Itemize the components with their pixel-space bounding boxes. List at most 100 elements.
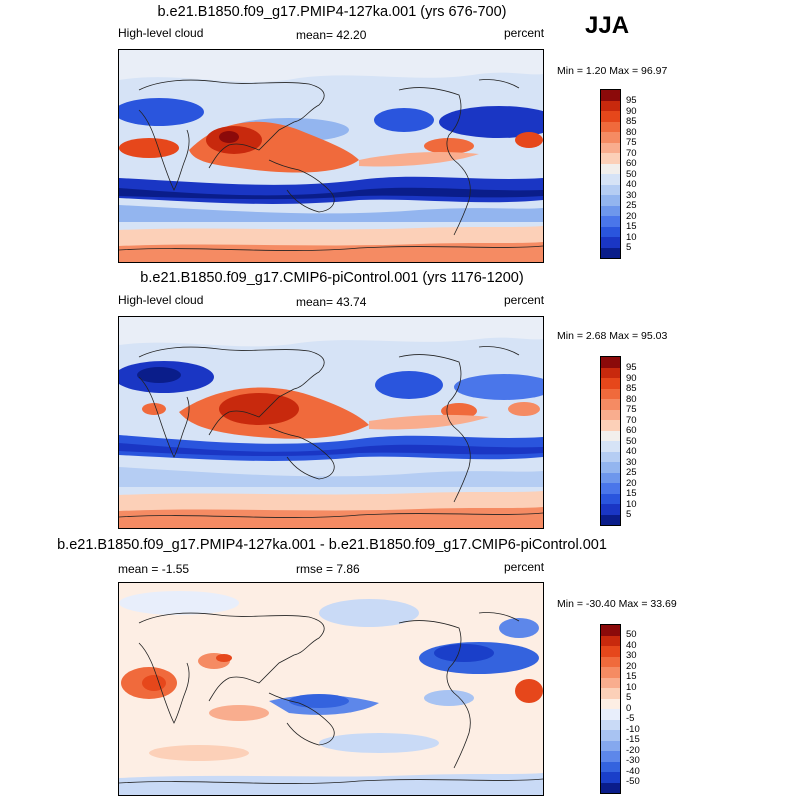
panel-2-colorbar-box bbox=[601, 357, 620, 368]
panel-1-colorbar-tick: 75 bbox=[626, 137, 637, 148]
panel-1-coastlines bbox=[119, 79, 543, 251]
panel-3-colorbar-tick: -20 bbox=[626, 744, 640, 756]
panel-2-field-africa-red bbox=[142, 403, 166, 415]
panel-2-coastlines bbox=[119, 346, 543, 518]
panel-1-field-lightblue-south bbox=[119, 205, 543, 222]
panel-1-colorbar-tick: 85 bbox=[626, 116, 637, 127]
panel-3-field-south-blue bbox=[319, 733, 439, 753]
panel-2-colorbar-box bbox=[601, 514, 620, 525]
panel-1-colorbar-tick: 80 bbox=[626, 126, 637, 138]
panel-1-colorbar-box bbox=[601, 132, 620, 143]
panel-1-colorbar-box bbox=[601, 111, 620, 122]
panel-1-colorbar-box bbox=[601, 174, 620, 185]
panel-3-colorbar-tick: 15 bbox=[626, 671, 637, 682]
panel-3-units: percent bbox=[504, 560, 545, 574]
panel-1-field-east-red bbox=[515, 132, 543, 148]
panel-1-colorbar-tick: 95 bbox=[626, 95, 637, 106]
panel-1-title: b.e21.B1850.f09_g17.PMIP4-127ka.001 (yrs… bbox=[157, 4, 507, 20]
panel-2-field-north bbox=[119, 317, 543, 347]
season-label: JJA bbox=[585, 12, 630, 39]
panel-1-colorbar-box bbox=[601, 121, 620, 132]
panel-3-field-east-red bbox=[515, 679, 543, 703]
panel-1-field-itcz bbox=[359, 152, 479, 167]
panel-1-variable-label: High-level cloud bbox=[118, 26, 204, 40]
panel-3-map bbox=[118, 582, 544, 796]
panel-2-colorbar-tick: 40 bbox=[626, 446, 637, 457]
panel-1-colorbar-tick: 25 bbox=[626, 200, 637, 211]
panel-1-colorbar-tick: 30 bbox=[626, 189, 637, 201]
panel-3-field-ne-blue bbox=[499, 618, 539, 638]
panel-1-colorbar-box bbox=[601, 153, 620, 164]
panel-1-colorbar-tick: 70 bbox=[626, 147, 637, 159]
panel-2-colorbar-tick: 70 bbox=[626, 414, 637, 426]
panel-1-colorbar-tick: 5 bbox=[626, 242, 632, 253]
panel-1-minmax: Min = 1.20 Max = 96.97 bbox=[557, 65, 668, 77]
panel-3-rmse: rmse = 7.86 bbox=[296, 562, 360, 576]
panel-2-field-warm-pool-core bbox=[219, 393, 299, 425]
panel-1-colorbar-box bbox=[601, 237, 620, 248]
panel-2-colorbar-box bbox=[601, 409, 620, 420]
panel-2-colorbar-tick: 25 bbox=[626, 467, 637, 478]
panel-1-colorbar-box bbox=[601, 184, 620, 195]
panel-1-field-blue-south-core bbox=[119, 187, 543, 200]
panel-3-colorbar-box bbox=[601, 730, 620, 741]
panel-3-colorbar-box bbox=[601, 698, 620, 709]
panel-3-colorbar-box bbox=[601, 751, 620, 762]
panel-1-field-blue-nw bbox=[119, 98, 204, 126]
panel-1-units: percent bbox=[504, 26, 545, 40]
panel-2-field-blue-ne bbox=[454, 374, 543, 400]
panel-3-coastlines bbox=[119, 612, 543, 784]
panel-2-colorbar-tick: 60 bbox=[626, 425, 637, 436]
panel-3-colorbar-box bbox=[601, 667, 620, 678]
panel-1-colorbar-box bbox=[601, 163, 620, 174]
panel-3-colorbar-tick: 0 bbox=[626, 702, 632, 714]
panel-2-colorbar bbox=[600, 356, 621, 526]
panel-3-colorbar-box bbox=[601, 677, 620, 688]
panel-2-colorbar-box bbox=[601, 483, 620, 494]
panel-2-colorbar-tick: 75 bbox=[626, 404, 637, 415]
panel-3-colorbar-tick: -30 bbox=[626, 755, 640, 766]
panel-2-minmax: Min = 2.68 Max = 95.03 bbox=[557, 330, 668, 342]
panel-3-title: b.e21.B1850.f09_g17.PMIP4-127ka.001 - b.… bbox=[57, 537, 607, 553]
panel-2-field-blue-nw-core bbox=[137, 367, 181, 383]
panel-1-field-blue-npac bbox=[374, 108, 434, 132]
panel-2-colorbar-tick: 85 bbox=[626, 383, 637, 394]
panel-3-mean: mean = -1.55 bbox=[118, 562, 190, 576]
panel-1-field-africa-red bbox=[119, 138, 179, 158]
panel-2-colorbar-tick: 5 bbox=[626, 509, 632, 520]
panel-2-colorbar-box bbox=[601, 367, 620, 378]
panel-2-colorbar-box bbox=[601, 493, 620, 504]
panel-2-colorbar-box bbox=[601, 441, 620, 452]
panel-3-colorbar bbox=[600, 624, 621, 794]
panel-3-field-africa-red-core bbox=[142, 675, 166, 691]
panel-2-field-east-red bbox=[508, 402, 540, 416]
panel-2-map bbox=[118, 316, 544, 529]
panel-3-field-tropical-blue-core bbox=[289, 694, 349, 708]
panel-1-colorbar-box bbox=[601, 195, 620, 206]
panel-2-colorbar-tick: 95 bbox=[626, 362, 637, 373]
panel-1-colorbar-tick: 15 bbox=[626, 221, 637, 232]
panel-1-colorbar-tick: 90 bbox=[626, 105, 637, 117]
panel-1-colorbar-box bbox=[601, 142, 620, 153]
panel-2-colorbar-box bbox=[601, 451, 620, 462]
panel-3-colorbar-tick: -15 bbox=[626, 734, 640, 745]
panel-3-field-atlantic-blue-core bbox=[434, 644, 494, 662]
panel-2-colorbar-box bbox=[601, 388, 620, 399]
panel-3-minmax: Min = -30.40 Max = 33.69 bbox=[557, 598, 677, 610]
panel-3-colorbar-tick: 5 bbox=[626, 692, 632, 703]
panel-1-colorbar-tick: 10 bbox=[626, 231, 637, 243]
panel-2-colorbar-tick: 15 bbox=[626, 488, 637, 499]
panel-2-field-lightblue-south bbox=[119, 467, 543, 487]
panel-2-colorbar-tick: 90 bbox=[626, 372, 637, 384]
panel-1-field-india-peak bbox=[219, 131, 239, 143]
panel-2-field-antarctic bbox=[119, 507, 543, 528]
panel-3-field-north-blue bbox=[119, 591, 239, 615]
panel-3-field-antarctic bbox=[119, 773, 543, 795]
panel-3-colorbar-tick: 20 bbox=[626, 660, 637, 672]
panel-1-colorbar-box bbox=[601, 205, 620, 216]
panel-1-colorbar bbox=[600, 89, 621, 259]
panel-2-colorbar-box bbox=[601, 472, 620, 483]
panel-3-field-npac-blue bbox=[319, 599, 419, 627]
panel-2-colorbar-box bbox=[601, 378, 620, 389]
panel-3-colorbar-tick: -10 bbox=[626, 723, 640, 735]
